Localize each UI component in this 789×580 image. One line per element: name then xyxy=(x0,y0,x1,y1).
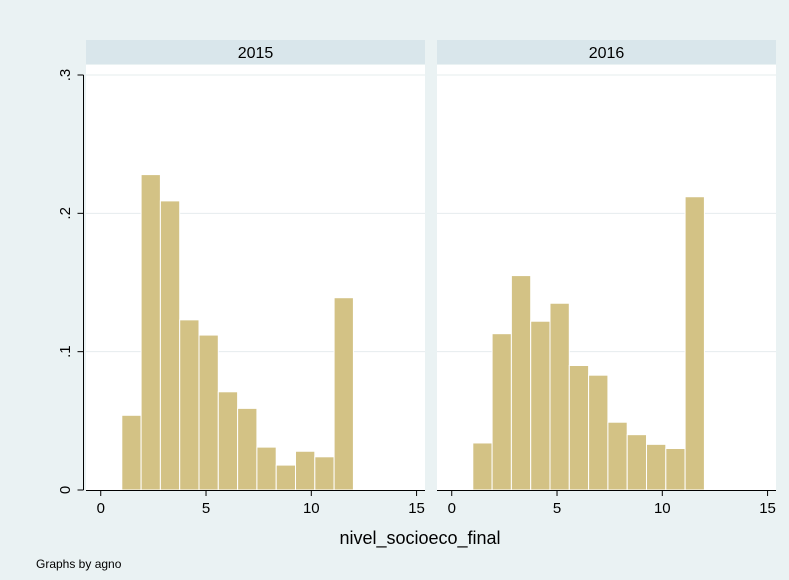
histogram-bar xyxy=(588,374,609,491)
histogram-bar xyxy=(275,464,297,491)
histogram-bar xyxy=(549,302,570,491)
histogram-bar xyxy=(121,414,142,491)
y-tick-label: .1 xyxy=(57,345,74,358)
histogram-bar xyxy=(140,174,161,491)
histogram-bar xyxy=(217,391,239,491)
histogram-bar xyxy=(510,275,532,491)
histogram-bar xyxy=(530,320,551,491)
x-tick-label: 10 xyxy=(303,500,320,517)
histogram-bar xyxy=(314,456,335,491)
histogram-bar xyxy=(626,434,648,491)
x-axis-title: nivel_socioeco_final xyxy=(339,528,500,549)
histogram-bar xyxy=(491,333,512,491)
histogram-bar xyxy=(607,421,628,491)
x-tick-label: 15 xyxy=(759,500,776,517)
x-tick-label: 5 xyxy=(553,500,561,517)
x-tick-label: 15 xyxy=(408,500,425,517)
histogram-bar xyxy=(256,446,277,491)
histogram-bar xyxy=(237,407,258,491)
histogram-bar xyxy=(159,200,181,491)
x-tick-label: 0 xyxy=(448,500,456,517)
x-tick-label: 0 xyxy=(97,500,105,517)
x-tick-label: 10 xyxy=(654,500,671,517)
histogram-bar xyxy=(646,443,667,491)
histogram-bar xyxy=(472,442,493,491)
graphs-by-note: Graphs by agno xyxy=(36,557,122,571)
histogram-bar xyxy=(665,448,686,491)
panel-strip-label: 2015 xyxy=(238,45,274,62)
panels: 2015 0 5 10 15 2016 0 5 10 15 xyxy=(86,40,776,517)
y-axis: 0 .1 .2 .3 xyxy=(57,69,84,494)
panel-strip xyxy=(86,40,425,64)
panel-strip-label: 2016 xyxy=(589,45,625,62)
histogram-bar xyxy=(295,450,316,491)
histogram-bar xyxy=(198,334,219,491)
panel-2015: 2015 0 5 10 15 xyxy=(86,40,425,517)
panel-2016: 2016 0 5 10 15 xyxy=(437,40,776,517)
y-tick-label: .2 xyxy=(57,207,74,220)
histogram-bar xyxy=(568,365,590,491)
x-tick-label: 5 xyxy=(202,500,210,517)
panel-strip xyxy=(437,40,776,64)
y-tick-label: 0 xyxy=(57,486,74,494)
histogram-bar xyxy=(684,196,705,491)
histogram-bar xyxy=(179,319,200,491)
y-tick-label: .3 xyxy=(57,69,74,82)
histogram-bar xyxy=(333,297,354,491)
